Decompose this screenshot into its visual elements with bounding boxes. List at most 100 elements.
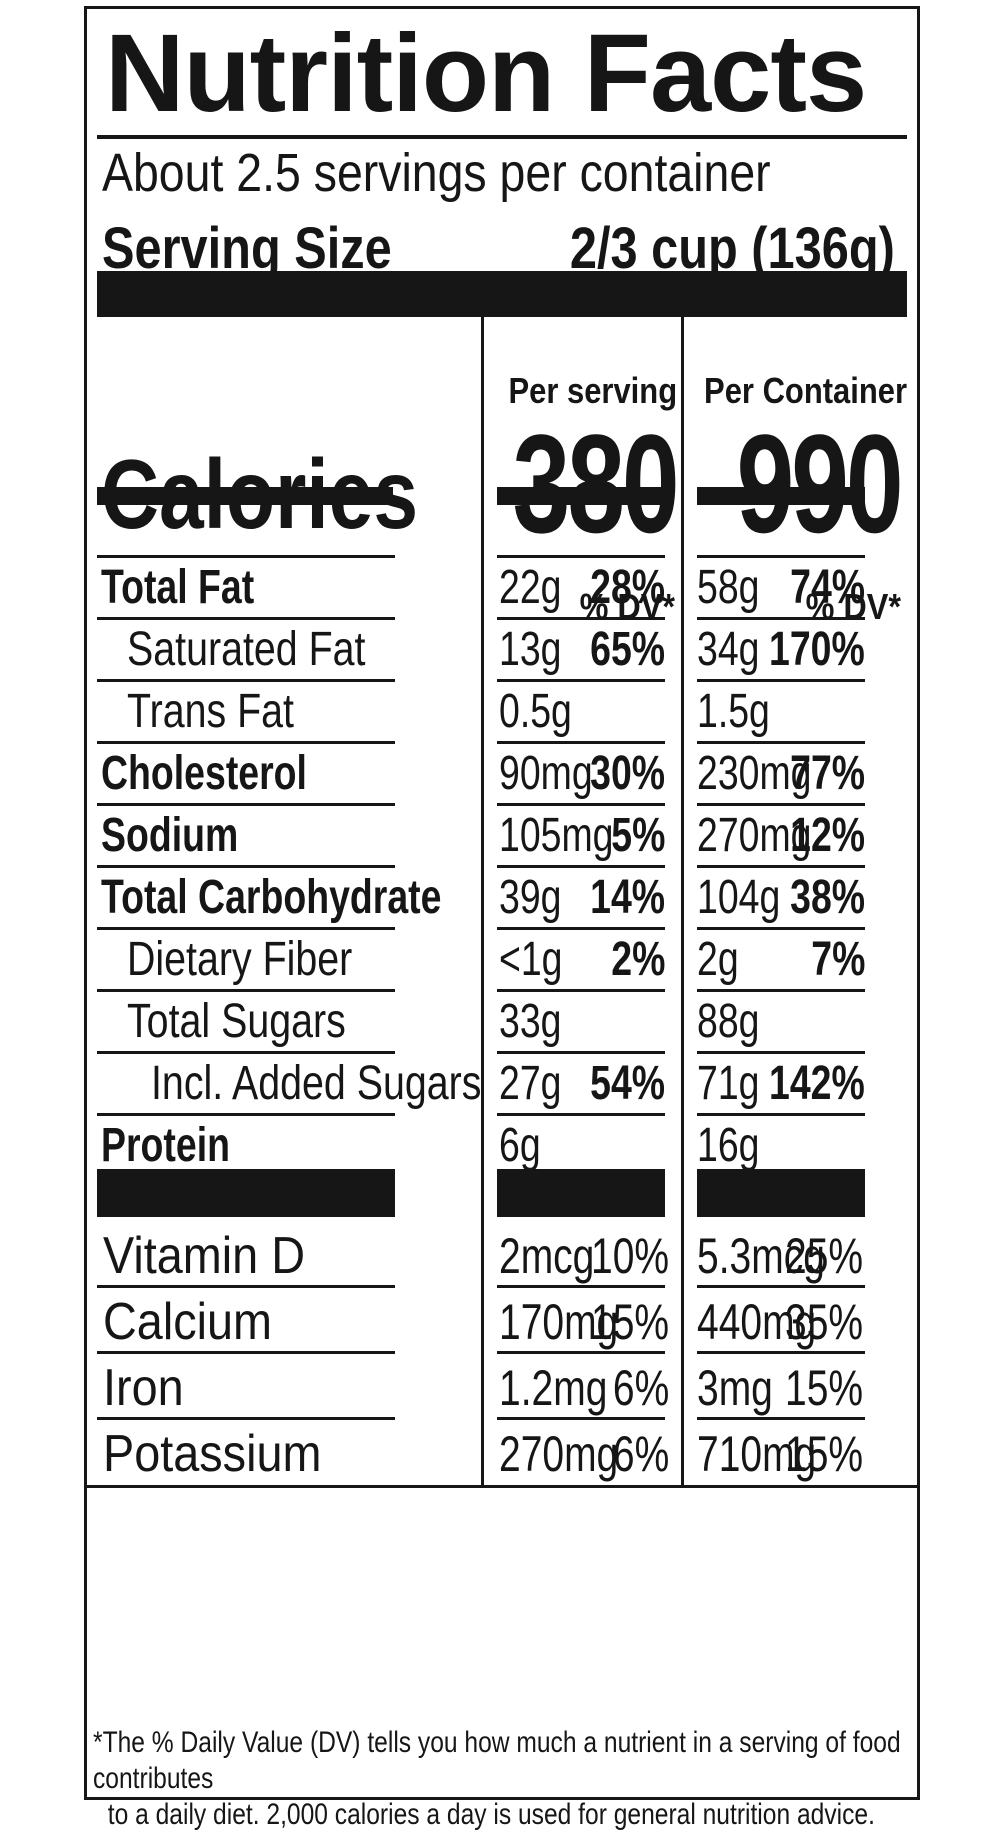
- row-separator: [497, 1113, 665, 1116]
- label-title: Nutrition Facts: [105, 12, 867, 135]
- per-serving-dv: 5%: [610, 809, 665, 862]
- row-separator: [697, 1417, 865, 1420]
- per-container-dv: 15%: [784, 1360, 863, 1416]
- per-serving-dv: 14%: [590, 871, 665, 924]
- per-container-amount: 104g: [697, 871, 781, 924]
- row-separator: [497, 865, 665, 868]
- per-serving-amount: 0.5g: [499, 685, 572, 738]
- row-separator: [97, 927, 395, 930]
- per-serving-header: Per serving: [508, 370, 677, 411]
- per-container-amount: 88g: [697, 995, 760, 1048]
- nutrient-row: Total Carbohydrate 39g 14% 104g 38%: [87, 863, 917, 925]
- per-serving-amount: <1g: [499, 933, 563, 986]
- calories-bar-per-container: [697, 487, 865, 505]
- row-separator: [97, 1113, 395, 1116]
- per-container-header: Per Container: [703, 370, 907, 411]
- per-serving-amount: 2mcg: [499, 1228, 595, 1284]
- nutrient-name: Incl. Added Sugars: [151, 1057, 482, 1110]
- row-separator: [97, 741, 395, 744]
- per-container-dv: 74%: [790, 561, 865, 614]
- column-divider-2: [681, 317, 684, 1485]
- per-container-amount: 230mg: [697, 747, 812, 800]
- row-separator: [697, 1351, 865, 1354]
- serving-size-label: Serving Size: [102, 216, 392, 281]
- row-separator: [97, 1417, 395, 1420]
- row-separator: [497, 617, 665, 620]
- per-serving-amount: 270mg: [499, 1426, 619, 1482]
- per-container-dv: 38%: [790, 871, 865, 924]
- row-separator: [497, 1351, 665, 1354]
- row-separator: [697, 927, 865, 930]
- nutrient-row: Sodium 105mg 5% 270mg 12%: [87, 801, 917, 863]
- vitamin-name: Iron: [103, 1359, 184, 1417]
- row-separator: [697, 989, 865, 992]
- vitamin-row: Iron 1.2mg 6% 3mg 15%: [87, 1353, 917, 1419]
- per-serving-amount: 33g: [499, 995, 562, 1048]
- nutrient-name: Dietary Fiber: [127, 933, 353, 986]
- servings-per-container: About 2.5 servings per container: [102, 143, 771, 203]
- per-serving-amount: 6g: [499, 1119, 541, 1172]
- row-separator: [97, 803, 395, 806]
- row-separator: [497, 679, 665, 682]
- nutrient-name: Trans Fat: [127, 685, 294, 738]
- row-separator: [497, 1051, 665, 1054]
- per-serving-dv: 65%: [590, 623, 665, 676]
- per-serving-dv: 6%: [612, 1360, 669, 1416]
- per-container-amount: 3mg: [697, 1360, 773, 1416]
- thick-bar-vitamins-label: [97, 1169, 395, 1217]
- per-serving-amount: 22g: [499, 561, 562, 614]
- row-separator: [497, 927, 665, 930]
- per-container-amount: 71g: [697, 1057, 760, 1110]
- per-serving-amount: 90mg: [499, 747, 593, 800]
- per-container-amount: 5.3mcg: [697, 1228, 825, 1284]
- row-separator: [97, 555, 395, 558]
- per-serving-dv: 30%: [590, 747, 665, 800]
- vitamin-row: Vitamin D 2mcg 10% 5.3mcg 25%: [87, 1221, 917, 1287]
- calories-per-container: 990: [737, 405, 904, 562]
- row-separator: [97, 1051, 395, 1054]
- row-separator: [97, 865, 395, 868]
- per-container-dv: 142%: [769, 1057, 865, 1110]
- per-container-dv: 170%: [769, 623, 865, 676]
- row-separator: [497, 803, 665, 806]
- vitamin-name: Calcium: [103, 1293, 273, 1351]
- serving-size-value: 2/3 cup (136g): [570, 216, 895, 281]
- nutrient-row: Cholesterol 90mg 30% 230mg 77%: [87, 739, 917, 801]
- vitamin-name: Vitamin D: [103, 1227, 306, 1285]
- row-separator: [697, 803, 865, 806]
- per-container-dv: 25%: [784, 1228, 863, 1284]
- nutrient-name: Total Fat: [101, 561, 255, 614]
- calories-per-serving: 380: [513, 405, 680, 562]
- row-separator: [697, 679, 865, 682]
- per-container-amount: 16g: [697, 1119, 760, 1172]
- per-serving-amount: 1.2mg: [499, 1360, 608, 1416]
- thick-bar-vitamins-per-container: [697, 1169, 865, 1217]
- dv-header-per-serving: % DV*: [579, 586, 675, 627]
- per-serving-amount: 170mg: [499, 1294, 619, 1350]
- per-container-amount: 440mg: [697, 1294, 817, 1350]
- nutrition-facts-label: Nutrition Facts About 2.5 servings per c…: [84, 6, 920, 1831]
- vitamin-name: Potassium: [103, 1425, 322, 1483]
- nutrient-row: Protein 6g 16g: [87, 1111, 917, 1173]
- per-container-amount: 710mg: [697, 1426, 817, 1482]
- per-container-amount: 1.5g: [697, 685, 770, 738]
- nutrient-row: Total Sugars 33g 88g: [87, 987, 917, 1049]
- column-divider-1: [481, 317, 484, 1485]
- row-separator: [497, 741, 665, 744]
- calories-bar-per-serving: [497, 487, 665, 505]
- per-container-amount: 58g: [697, 561, 760, 614]
- nutrient-name: Total Carbohydrate: [101, 871, 442, 924]
- row-separator: [697, 741, 865, 744]
- row-separator: [697, 1051, 865, 1054]
- dv-header-per-container: % DV*: [805, 586, 901, 627]
- per-serving-amount: 39g: [499, 871, 562, 924]
- nutrient-row: Trans Fat 0.5g 1.5g: [87, 677, 917, 739]
- row-separator: [97, 989, 395, 992]
- row-separator: [697, 617, 865, 620]
- per-serving-amount: 27g: [499, 1057, 562, 1110]
- per-serving-amount: 13g: [499, 623, 562, 676]
- nutrient-row: Dietary Fiber <1g 2% 2g 7%: [87, 925, 917, 987]
- per-serving-dv: 54%: [590, 1057, 665, 1110]
- vitamin-row: Potassium 270mg 6% 710mg 15%: [87, 1419, 917, 1485]
- row-separator: [497, 989, 665, 992]
